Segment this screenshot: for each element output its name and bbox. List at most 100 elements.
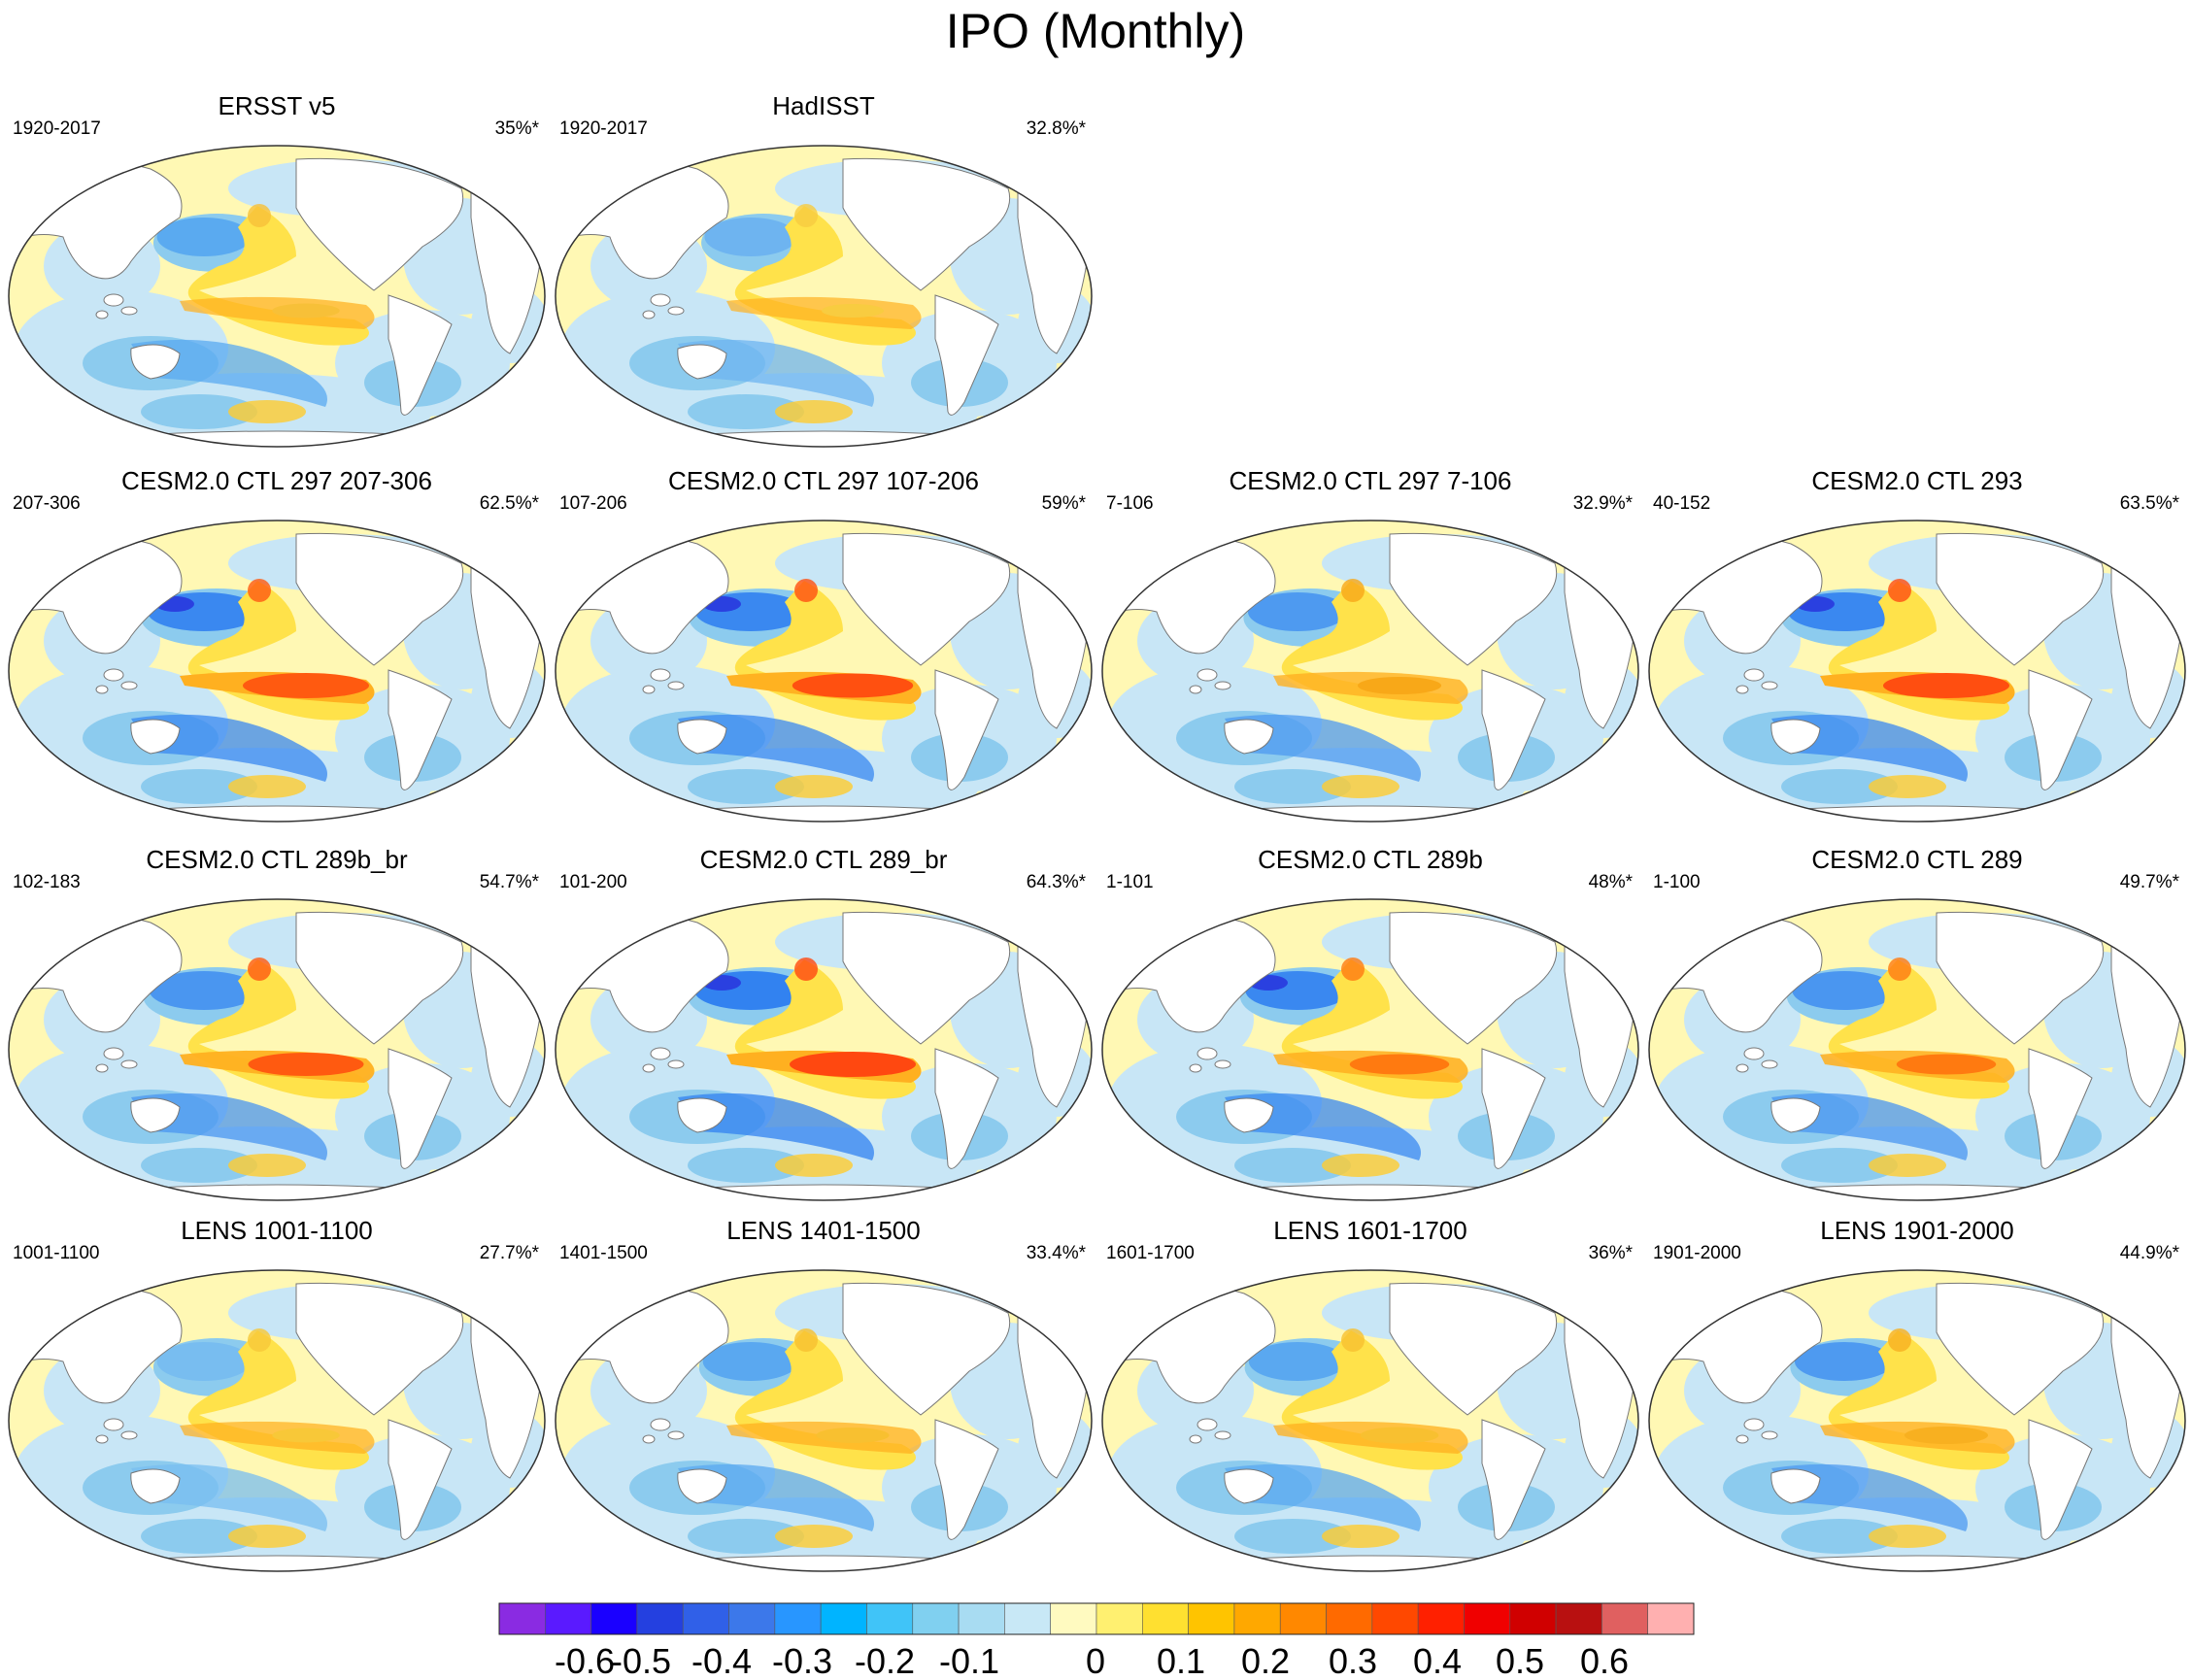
map-projection [8,898,546,1201]
south-pacific-cold-band [1225,1092,1421,1160]
continent-north-america [295,911,464,1045]
equatorial-warm-core [1904,1427,1988,1444]
island [1743,668,1765,682]
equatorial-warm-core [1896,1054,1997,1075]
equatorial-warm-core [822,304,884,318]
island [120,1430,138,1440]
island [1761,1059,1778,1069]
colorbar-swatch [498,1602,546,1635]
south-pacific-cold-band [678,339,874,407]
island [1189,1434,1202,1444]
continent-south-america [1481,1048,1546,1169]
panel-variance-pct: 33.4%* [1026,1243,1086,1263]
panel-title: ERSST v5 [218,91,336,120]
colorbar-tick-label: -0.1 [939,1641,999,1680]
island [120,1059,138,1069]
southern-ocean-warm-patch [775,775,853,798]
panel-period: 107-206 [559,493,627,514]
continent-south-america [2028,669,2093,790]
main-title: IPO (Monthly) [945,4,1246,58]
panel-title: LENS 1001-1100 [181,1216,373,1245]
alaska-warm-patch [794,204,818,227]
panel-period: 1001-1100 [13,1243,100,1263]
island [1736,685,1749,694]
southern-ocean-warm-patch [228,1154,306,1177]
continent-north-america [1936,911,2105,1045]
colorbar-swatch [1326,1602,1373,1635]
panel-title: LENS 1601-1700 [1273,1216,1467,1245]
panel-period: 1601-1700 [1106,1243,1195,1263]
map-projection [555,520,1093,823]
island [95,310,109,319]
island [120,306,138,316]
colorbar-tick-label: 0.5 [1496,1641,1544,1680]
island [1197,1047,1218,1060]
continent-south-america [934,294,999,416]
south-pacific-cold-band [131,714,327,782]
continent-north-america [295,532,464,666]
map-outline [1648,1269,2186,1572]
colorbar-swatch [1555,1602,1602,1635]
map-outline [555,520,1093,823]
island [667,1430,685,1440]
island [667,306,685,316]
panel-title: LENS 1401-1500 [726,1216,921,1245]
panel-period: 1920-2017 [13,118,101,139]
colorbar-tick-label: 0.3 [1329,1641,1377,1680]
panel-period: 102-183 [13,872,81,892]
equatorial-warm-core [790,1052,916,1077]
equatorial-warm-core [1883,673,2009,698]
island [667,681,685,690]
continent-australia [677,719,727,755]
map-panel: LENS 1601-1700 1601-1700 36%* [1098,1216,1642,1573]
south-pacific-cold-band [678,1092,874,1160]
island [642,1063,656,1073]
continent-australia [1770,719,1821,755]
island [650,1418,671,1431]
alaska-warm-patch [1341,579,1365,602]
north-pacific-cold-core [1247,592,1348,631]
cool-anomaly-region [688,394,804,429]
map-outline [1648,520,2186,823]
cool-anomaly-region [1781,1519,1898,1554]
map-projection [1101,1269,1639,1572]
colorbar-tick-label: -0.3 [772,1641,832,1680]
island [103,1418,124,1431]
panel-title: LENS 1901-2000 [1820,1216,2014,1245]
colorbar-swatch [636,1602,684,1635]
panel-title: CESM2.0 CTL 293 [1811,466,2023,495]
map-projection [1648,520,2186,823]
panel-title: CESM2.0 CTL 297 7-106 [1229,466,1512,495]
colorbar-swatch [1004,1602,1051,1635]
map-projection [8,1269,546,1572]
island [1736,1063,1749,1073]
southern-ocean-warm-patch [228,400,306,423]
colorbar-swatch [590,1602,638,1635]
southern-ocean-warm-patch [1322,1154,1399,1177]
colorbar-swatch [866,1602,914,1635]
continent-south-america [934,1048,999,1169]
southern-ocean-warm-patch [228,1525,306,1548]
colorbar-swatch [728,1602,776,1635]
panel-period: 207-306 [13,493,81,514]
continent-australia [677,344,727,380]
island [1743,1418,1765,1431]
southern-ocean-warm-patch [1869,775,1946,798]
map-projection [1101,520,1639,823]
north-pacific-cold-core [156,1342,252,1381]
continent-south-america [388,294,453,416]
island [1736,1434,1749,1444]
equatorial-warm-core [272,1428,340,1443]
cool-anomaly-region [688,1148,804,1183]
south-pacific-cold-band [1225,1463,1421,1531]
south-pacific-cold-band [1225,714,1421,782]
colorbar-swatch [958,1602,1005,1635]
colorbar-swatch [774,1602,822,1635]
map-outline [1101,898,1639,1201]
cool-anomaly-region [1781,1148,1898,1183]
southern-ocean-warm-patch [775,1154,853,1177]
colorbar-swatch [912,1602,960,1635]
colorbar-swatch [1417,1602,1465,1635]
colorbar-tick-label: -0.5 [611,1641,671,1680]
